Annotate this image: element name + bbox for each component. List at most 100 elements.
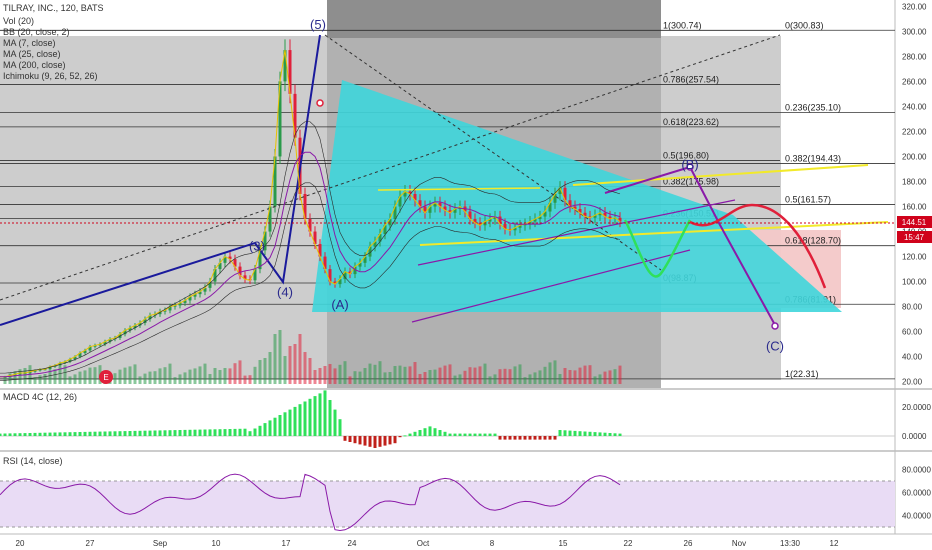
candle-body[interactable] [228, 256, 232, 260]
candle-body[interactable] [323, 256, 327, 270]
candle-body[interactable] [418, 200, 422, 207]
wave-b-c-line[interactable] [604, 165, 776, 326]
candle-body[interactable] [188, 296, 192, 301]
candle-body[interactable] [548, 202, 552, 212]
candle-body[interactable] [183, 300, 187, 303]
candle-body[interactable] [558, 187, 562, 194]
candle-body[interactable] [283, 50, 287, 82]
candle-body[interactable] [308, 219, 312, 232]
candle-body[interactable] [503, 224, 507, 230]
candle-body[interactable] [448, 210, 452, 213]
candle-body[interactable] [143, 319, 147, 323]
wave-label[interactable]: (3) [249, 238, 265, 253]
magenta-channel-upper[interactable] [417, 199, 736, 266]
candle-body[interactable] [398, 196, 402, 207]
candle-body[interactable] [58, 362, 62, 366]
candle-body[interactable] [333, 281, 337, 285]
candle-body[interactable] [508, 229, 512, 231]
candle-body[interactable] [103, 341, 107, 345]
yellow-channel-upper[interactable] [572, 164, 869, 186]
indicator-label[interactable]: MA (200, close) [3, 60, 66, 70]
earnings-event-marker[interactable] [99, 370, 113, 384]
candle-body[interactable] [513, 227, 517, 231]
candle-body[interactable] [63, 361, 67, 363]
candle-body[interactable] [468, 211, 472, 220]
candle-body[interactable] [128, 327, 132, 331]
bollinger-lower[interactable] [0, 182, 621, 381]
elliott-wave-line[interactable] [0, 34, 321, 326]
candle-body[interactable] [68, 359, 72, 362]
candle-body[interactable] [313, 231, 317, 245]
candle-body[interactable] [348, 271, 352, 275]
candle-body[interactable] [88, 346, 92, 351]
candle-body[interactable] [83, 350, 87, 353]
candle-body[interactable] [213, 269, 217, 282]
candle-body[interactable] [608, 216, 612, 220]
candle-body[interactable] [93, 345, 97, 347]
candle-body[interactable] [208, 281, 212, 288]
candle-body[interactable] [358, 262, 362, 267]
wave-label[interactable]: (B) [681, 157, 698, 172]
dashed-retrace-line[interactable] [324, 34, 662, 271]
candle-body[interactable] [223, 256, 227, 263]
candle-body[interactable] [263, 231, 267, 251]
candle-body[interactable] [603, 212, 607, 217]
candle-body[interactable] [568, 200, 572, 207]
candle-body[interactable] [33, 370, 37, 372]
candle-body[interactable] [498, 216, 502, 225]
candle-body[interactable] [303, 194, 307, 220]
candle-body[interactable] [133, 325, 137, 328]
candle-body[interactable] [73, 356, 77, 360]
candle-body[interactable] [428, 206, 432, 213]
bollinger-upper[interactable] [0, 121, 621, 374]
candle-body[interactable] [98, 344, 102, 346]
candle-body[interactable] [518, 225, 522, 228]
candle-body[interactable] [618, 217, 622, 222]
candle-body[interactable] [233, 259, 237, 267]
candle-body[interactable] [373, 241, 377, 247]
candle-body[interactable] [158, 311, 162, 315]
candle-body[interactable] [203, 287, 207, 292]
candle-body[interactable] [413, 194, 417, 201]
candle-body[interactable] [178, 302, 182, 306]
indicator-label[interactable]: BB (20, close, 2) [3, 27, 70, 37]
rsi-line[interactable] [0, 473, 621, 532]
candle-body[interactable] [453, 209, 457, 213]
candle-body[interactable] [443, 206, 447, 211]
candle-body[interactable] [253, 269, 257, 281]
candle-body[interactable] [493, 216, 497, 220]
yellow-line[interactable] [377, 187, 541, 191]
projection-green[interactable] [623, 219, 692, 278]
candle-body[interactable] [268, 206, 272, 232]
candle-body[interactable] [583, 212, 587, 217]
wave-label[interactable]: (5) [310, 17, 326, 32]
candle-body[interactable] [28, 371, 32, 373]
candle-body[interactable] [148, 315, 152, 320]
candle-body[interactable] [258, 250, 262, 270]
yellow-channel-lower[interactable] [419, 221, 889, 246]
candle-body[interactable] [288, 50, 292, 94]
indicator-label[interactable]: Vol (20) [3, 16, 34, 26]
candle-body[interactable] [538, 216, 542, 220]
ma-7-line[interactable] [0, 49, 621, 378]
candle-body[interactable] [543, 211, 547, 217]
candle-body[interactable] [588, 216, 592, 218]
symbol-title[interactable]: TILRAY, INC., 120, BATS [3, 3, 104, 13]
candle-body[interactable] [478, 222, 482, 226]
candle-body[interactable] [343, 271, 347, 280]
candle-body[interactable] [433, 202, 437, 207]
candle-body[interactable] [338, 279, 342, 285]
candle-body[interactable] [138, 322, 142, 326]
candle-body[interactable] [173, 305, 177, 307]
candle-body[interactable] [238, 266, 242, 276]
candle-body[interactable] [593, 215, 597, 218]
candle-body[interactable] [18, 372, 22, 375]
candle-body[interactable] [13, 374, 17, 376]
candle-body[interactable] [273, 156, 277, 207]
candle-body[interactable] [563, 187, 567, 201]
candle-body[interactable] [403, 191, 407, 197]
candle-body[interactable] [218, 262, 222, 270]
candle-body[interactable] [378, 234, 382, 242]
candle-body[interactable] [38, 369, 42, 371]
